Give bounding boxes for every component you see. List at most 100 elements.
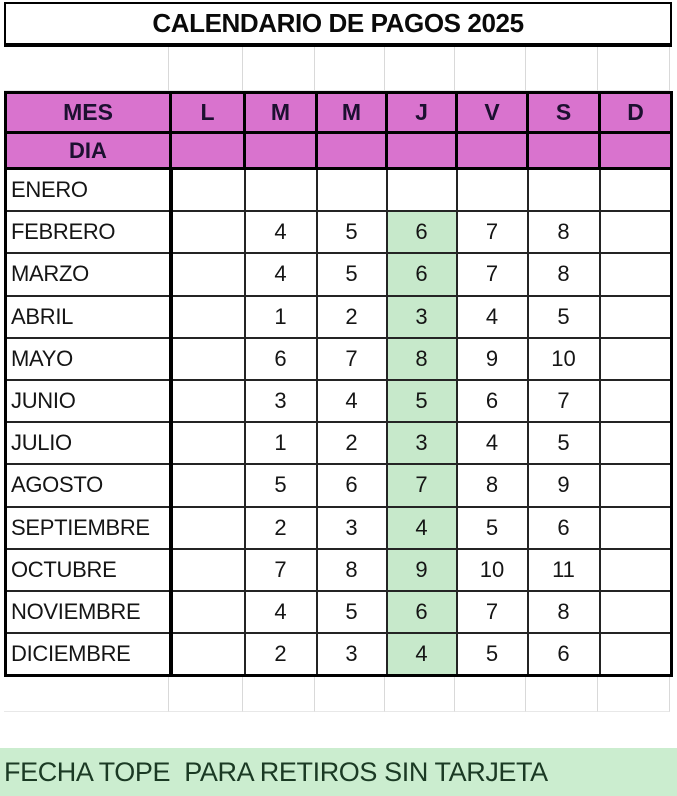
day-cell (385, 167, 458, 213)
spacer-cell (385, 47, 455, 91)
day-cell (169, 294, 246, 339)
day-cell: 2 (315, 294, 388, 339)
month-cell: FEBRERO (4, 210, 173, 255)
corner-header-mes: MES (4, 91, 172, 134)
day-cell: 10 (526, 336, 601, 381)
table-row-septiembre: SEPTIEMBRE 2 3 4 5 6 (4, 505, 673, 550)
table-row-abril: ABRIL 1 2 3 4 5 (4, 294, 673, 339)
day-cell (169, 336, 246, 381)
sheet-content: CALENDARIO DE PAGOS 2025 MES L M M (4, 2, 673, 713)
header-row-dia: DIA (4, 131, 673, 170)
day-cell: 5 (243, 463, 318, 508)
header-row-weekdays: MES L M M J V S D (4, 91, 673, 134)
day-cell: 4 (315, 378, 388, 424)
empty-header-cell (598, 131, 673, 170)
day-cell: 2 (243, 632, 318, 678)
month-cell: JULIO (4, 421, 173, 466)
day-cell (598, 547, 673, 592)
day-cell: 7 (526, 378, 601, 424)
day-cell (169, 632, 246, 678)
day-cell: 4 (243, 252, 318, 297)
day-cell-highlighted: 7 (385, 463, 458, 508)
spacer-cell (243, 47, 315, 91)
day-cell-highlighted: 4 (385, 505, 458, 550)
day-cell: 8 (526, 210, 601, 255)
day-cell: 8 (526, 589, 601, 635)
table-row-junio: JUNIO 3 4 5 6 7 (4, 378, 673, 424)
day-cell (598, 589, 673, 635)
table-row-noviembre: NOVIEMBRE 4 5 6 7 8 (4, 589, 673, 635)
day-cell: 5 (455, 505, 529, 550)
top-spacer-row (4, 47, 672, 91)
spacer-cell (4, 677, 169, 713)
spacer-cell (4, 47, 169, 91)
spacer-cell (315, 47, 385, 91)
day-cell (598, 463, 673, 508)
table-row-marzo: MARZO 4 5 6 7 8 (4, 252, 673, 297)
day-cell (243, 167, 318, 213)
month-cell: SEPTIEMBRE (4, 505, 173, 550)
table-row-julio: JULIO 1 2 3 4 5 (4, 421, 673, 466)
spacer-cell (598, 47, 670, 91)
day-cell: 8 (315, 547, 388, 592)
sub-header-dia: DIA (4, 131, 172, 170)
day-cell: 6 (526, 632, 601, 678)
spacer-cell (169, 677, 243, 713)
month-cell: JUNIO (4, 378, 173, 424)
day-cell: 10 (455, 547, 529, 592)
day-cell: 5 (526, 421, 601, 466)
day-cell: 3 (243, 378, 318, 424)
table-row-diciembre: DICIEMBRE 2 3 4 5 6 (4, 632, 673, 678)
month-cell: OCTUBRE (4, 547, 173, 592)
title-box: CALENDARIO DE PAGOS 2025 (4, 2, 672, 47)
empty-header-cell (385, 131, 458, 170)
spacer-cell (315, 677, 385, 713)
day-cell-highlighted: 6 (385, 589, 458, 635)
day-cell: 5 (315, 589, 388, 635)
day-cell (598, 167, 673, 213)
day-cell: 7 (455, 252, 529, 297)
day-cell: 11 (526, 547, 601, 592)
spacer-cell (385, 677, 455, 713)
day-cell: 6 (526, 505, 601, 550)
day-cell: 6 (243, 336, 318, 381)
spacer-cell (455, 677, 526, 713)
day-cell-highlighted: 8 (385, 336, 458, 381)
day-cell (169, 252, 246, 297)
weekday-header-l: L (169, 91, 246, 134)
day-cell (169, 463, 246, 508)
day-cell: 5 (315, 252, 388, 297)
spacer-cell (169, 47, 243, 91)
month-cell: ENERO (4, 167, 173, 213)
day-cell-highlighted: 9 (385, 547, 458, 592)
empty-header-cell (526, 131, 601, 170)
spacer-cell (526, 47, 598, 91)
day-cell: 5 (526, 294, 601, 339)
month-cell: MARZO (4, 252, 173, 297)
empty-header-cell (455, 131, 529, 170)
footer-note-text: FECHA TOPE PARA RETIROS SIN TARJETA (4, 756, 548, 787)
table-row-febrero: FEBRERO 4 5 6 7 8 (4, 210, 673, 255)
day-cell: 7 (315, 336, 388, 381)
table-row-mayo: MAYO 6 7 8 9 10 (4, 336, 673, 381)
day-cell-highlighted: 6 (385, 210, 458, 255)
day-cell: 4 (243, 589, 318, 635)
day-cell: 7 (243, 547, 318, 592)
day-cell (598, 421, 673, 466)
footer-note-band: FECHA TOPE PARA RETIROS SIN TARJETA (0, 748, 677, 796)
day-cell-highlighted: 6 (385, 252, 458, 297)
day-cell: 6 (315, 463, 388, 508)
month-cell: DICIEMBRE (4, 632, 173, 678)
month-cell: NOVIEMBRE (4, 589, 173, 635)
day-cell: 3 (315, 505, 388, 550)
day-cell: 5 (455, 632, 529, 678)
empty-header-cell (169, 131, 246, 170)
table-row-agosto: AGOSTO 5 6 7 8 9 (4, 463, 673, 508)
bottom-spacer-row (4, 677, 672, 713)
spacer-cell (526, 677, 598, 713)
spacer-cell (598, 677, 670, 713)
weekday-header-d: D (598, 91, 673, 134)
weekday-header-s: S (526, 91, 601, 134)
spacer-cell (243, 677, 315, 713)
